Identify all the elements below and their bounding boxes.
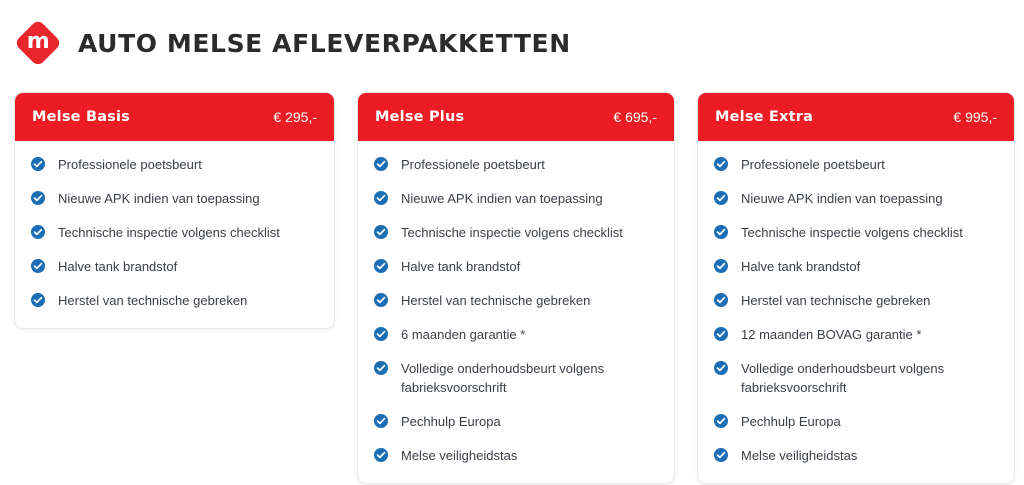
check-circle-icon — [714, 327, 728, 341]
package-card-melse-plus[interactable]: Melse Plus € 695,- Professionele poetsbe… — [357, 92, 675, 484]
package-card-melse-extra[interactable]: Melse Extra € 995,- Professionele poetsb… — [697, 92, 1015, 484]
check-circle-icon — [714, 293, 728, 307]
list-item: Herstel van technische gebreken — [374, 291, 658, 310]
check-circle-icon — [374, 448, 388, 462]
feature-text: Technische inspectie volgens checklist — [58, 225, 280, 240]
check-circle-icon — [31, 225, 45, 239]
package-card-melse-basis[interactable]: Melse Basis € 295,- Professionele poetsb… — [14, 92, 335, 329]
feature-text: Herstel van technische gebreken — [741, 293, 931, 308]
feature-text: Professionele poetsbeurt — [741, 157, 885, 172]
check-circle-icon — [31, 191, 45, 205]
feature-text: Volledige onderhoudsbeurt volgens fabrie… — [741, 361, 945, 395]
list-item: Pechhulp Europa — [374, 412, 658, 431]
feature-list: Professionele poetsbeurt Nieuwe APK indi… — [698, 141, 1014, 483]
feature-text: Technische inspectie volgens checklist — [741, 225, 963, 240]
card-price: € 695,- — [613, 109, 657, 125]
check-circle-icon — [714, 259, 728, 273]
list-item: Professionele poetsbeurt — [31, 155, 318, 174]
list-item: Halve tank brandstof — [31, 257, 318, 276]
list-item: Halve tank brandstof — [374, 257, 658, 276]
list-item: Technische inspectie volgens checklist — [374, 223, 658, 242]
check-circle-icon — [714, 361, 728, 375]
feature-text: Halve tank brandstof — [58, 259, 178, 274]
feature-text: Professionele poetsbeurt — [58, 157, 202, 172]
feature-text: Technische inspectie volgens checklist — [401, 225, 623, 240]
feature-list: Professionele poetsbeurt Nieuwe APK indi… — [358, 141, 674, 483]
list-item: Nieuwe APK indien van toepassing — [374, 189, 658, 208]
check-circle-icon — [374, 414, 388, 428]
package-cards-row: Melse Basis € 295,- Professionele poetsb… — [14, 92, 1015, 484]
feature-text: Melse veiligheidstas — [741, 448, 858, 463]
list-item: 6 maanden garantie * — [374, 325, 658, 344]
check-circle-icon — [714, 414, 728, 428]
card-header: Melse Basis € 295,- — [15, 93, 334, 141]
list-item: Professionele poetsbeurt — [374, 155, 658, 174]
card-price: € 295,- — [273, 109, 317, 125]
feature-text: Nieuwe APK indien van toepassing — [741, 191, 943, 206]
list-item: Volledige onderhoudsbeurt volgens fabrie… — [374, 359, 658, 397]
feature-text: Halve tank brandstof — [741, 259, 861, 274]
list-item: Herstel van technische gebreken — [714, 291, 998, 310]
check-circle-icon — [714, 448, 728, 462]
page-title: AUTO MELSE AFLEVERPAKKETTEN — [78, 28, 571, 58]
check-circle-icon — [31, 259, 45, 273]
page-header: m AUTO MELSE AFLEVERPAKKETTEN — [13, 12, 571, 74]
feature-text: 6 maanden garantie * — [401, 327, 526, 342]
feature-text: Pechhulp Europa — [741, 414, 841, 429]
card-title: Melse Extra — [715, 109, 814, 125]
feature-list: Professionele poetsbeurt Nieuwe APK indi… — [15, 141, 334, 328]
list-item: Herstel van technische gebreken — [31, 291, 318, 310]
list-item: Professionele poetsbeurt — [714, 155, 998, 174]
list-item: Halve tank brandstof — [714, 257, 998, 276]
check-circle-icon — [714, 157, 728, 171]
melse-diamond-logo-icon: m — [13, 18, 63, 68]
feature-text: Nieuwe APK indien van toepassing — [401, 191, 603, 206]
feature-text: Herstel van technische gebreken — [401, 293, 591, 308]
logo-letter: m — [26, 29, 50, 54]
list-item: Technische inspectie volgens checklist — [31, 223, 318, 242]
check-circle-icon — [31, 157, 45, 171]
check-circle-icon — [714, 191, 728, 205]
check-circle-icon — [374, 191, 388, 205]
check-circle-icon — [374, 259, 388, 273]
card-title: Melse Plus — [375, 109, 465, 125]
list-item: Nieuwe APK indien van toepassing — [31, 189, 318, 208]
check-circle-icon — [714, 225, 728, 239]
feature-text: Pechhulp Europa — [401, 414, 501, 429]
card-header: Melse Plus € 695,- — [358, 93, 674, 141]
feature-text: Herstel van technische gebreken — [58, 293, 248, 308]
feature-text: Halve tank brandstof — [401, 259, 521, 274]
card-header: Melse Extra € 995,- — [698, 93, 1014, 141]
card-price: € 995,- — [953, 109, 997, 125]
list-item: Melse veiligheidstas — [374, 446, 658, 465]
list-item: Volledige onderhoudsbeurt volgens fabrie… — [714, 359, 998, 397]
feature-text: Nieuwe APK indien van toepassing — [58, 191, 260, 206]
check-circle-icon — [374, 293, 388, 307]
check-circle-icon — [374, 157, 388, 171]
list-item: Nieuwe APK indien van toepassing — [714, 189, 998, 208]
feature-text: Professionele poetsbeurt — [401, 157, 545, 172]
check-circle-icon — [374, 361, 388, 375]
list-item: Pechhulp Europa — [714, 412, 998, 431]
check-circle-icon — [31, 293, 45, 307]
list-item: Technische inspectie volgens checklist — [714, 223, 998, 242]
check-circle-icon — [374, 327, 388, 341]
feature-text: Melse veiligheidstas — [401, 448, 518, 463]
feature-text: 12 maanden BOVAG garantie * — [741, 327, 922, 342]
card-title: Melse Basis — [32, 109, 131, 125]
check-circle-icon — [374, 225, 388, 239]
list-item: Melse veiligheidstas — [714, 446, 998, 465]
feature-text: Volledige onderhoudsbeurt volgens fabrie… — [401, 361, 605, 395]
list-item: 12 maanden BOVAG garantie * — [714, 325, 998, 344]
